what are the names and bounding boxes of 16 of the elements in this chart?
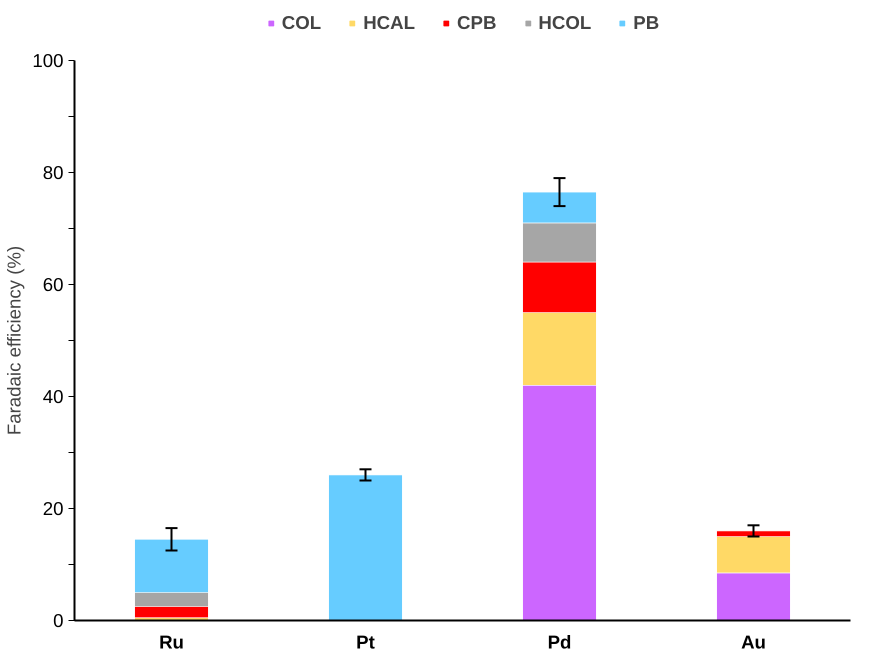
y-tick-label: 100 [32, 50, 64, 71]
x-tick-label: Au [741, 632, 766, 652]
x-tick-label: Pd [548, 632, 572, 652]
y-tick-label: 0 [53, 610, 64, 631]
y-tick-label: 80 [42, 162, 64, 183]
legend-label: HCOL [538, 12, 592, 34]
y-tick-label: 40 [42, 386, 64, 407]
legend-label: HCAL [363, 12, 416, 34]
y-tick-label: 20 [42, 498, 64, 519]
x-tick-label: Pt [356, 632, 375, 652]
legend-label: COL [282, 12, 322, 34]
legend-label: PB [633, 12, 660, 34]
y-tick-label: 60 [42, 274, 64, 295]
y-axis-title: Faradaic efficiency (%) [3, 246, 24, 436]
x-tick-label: Ru [159, 632, 184, 652]
legend-label: CPB [457, 12, 496, 34]
